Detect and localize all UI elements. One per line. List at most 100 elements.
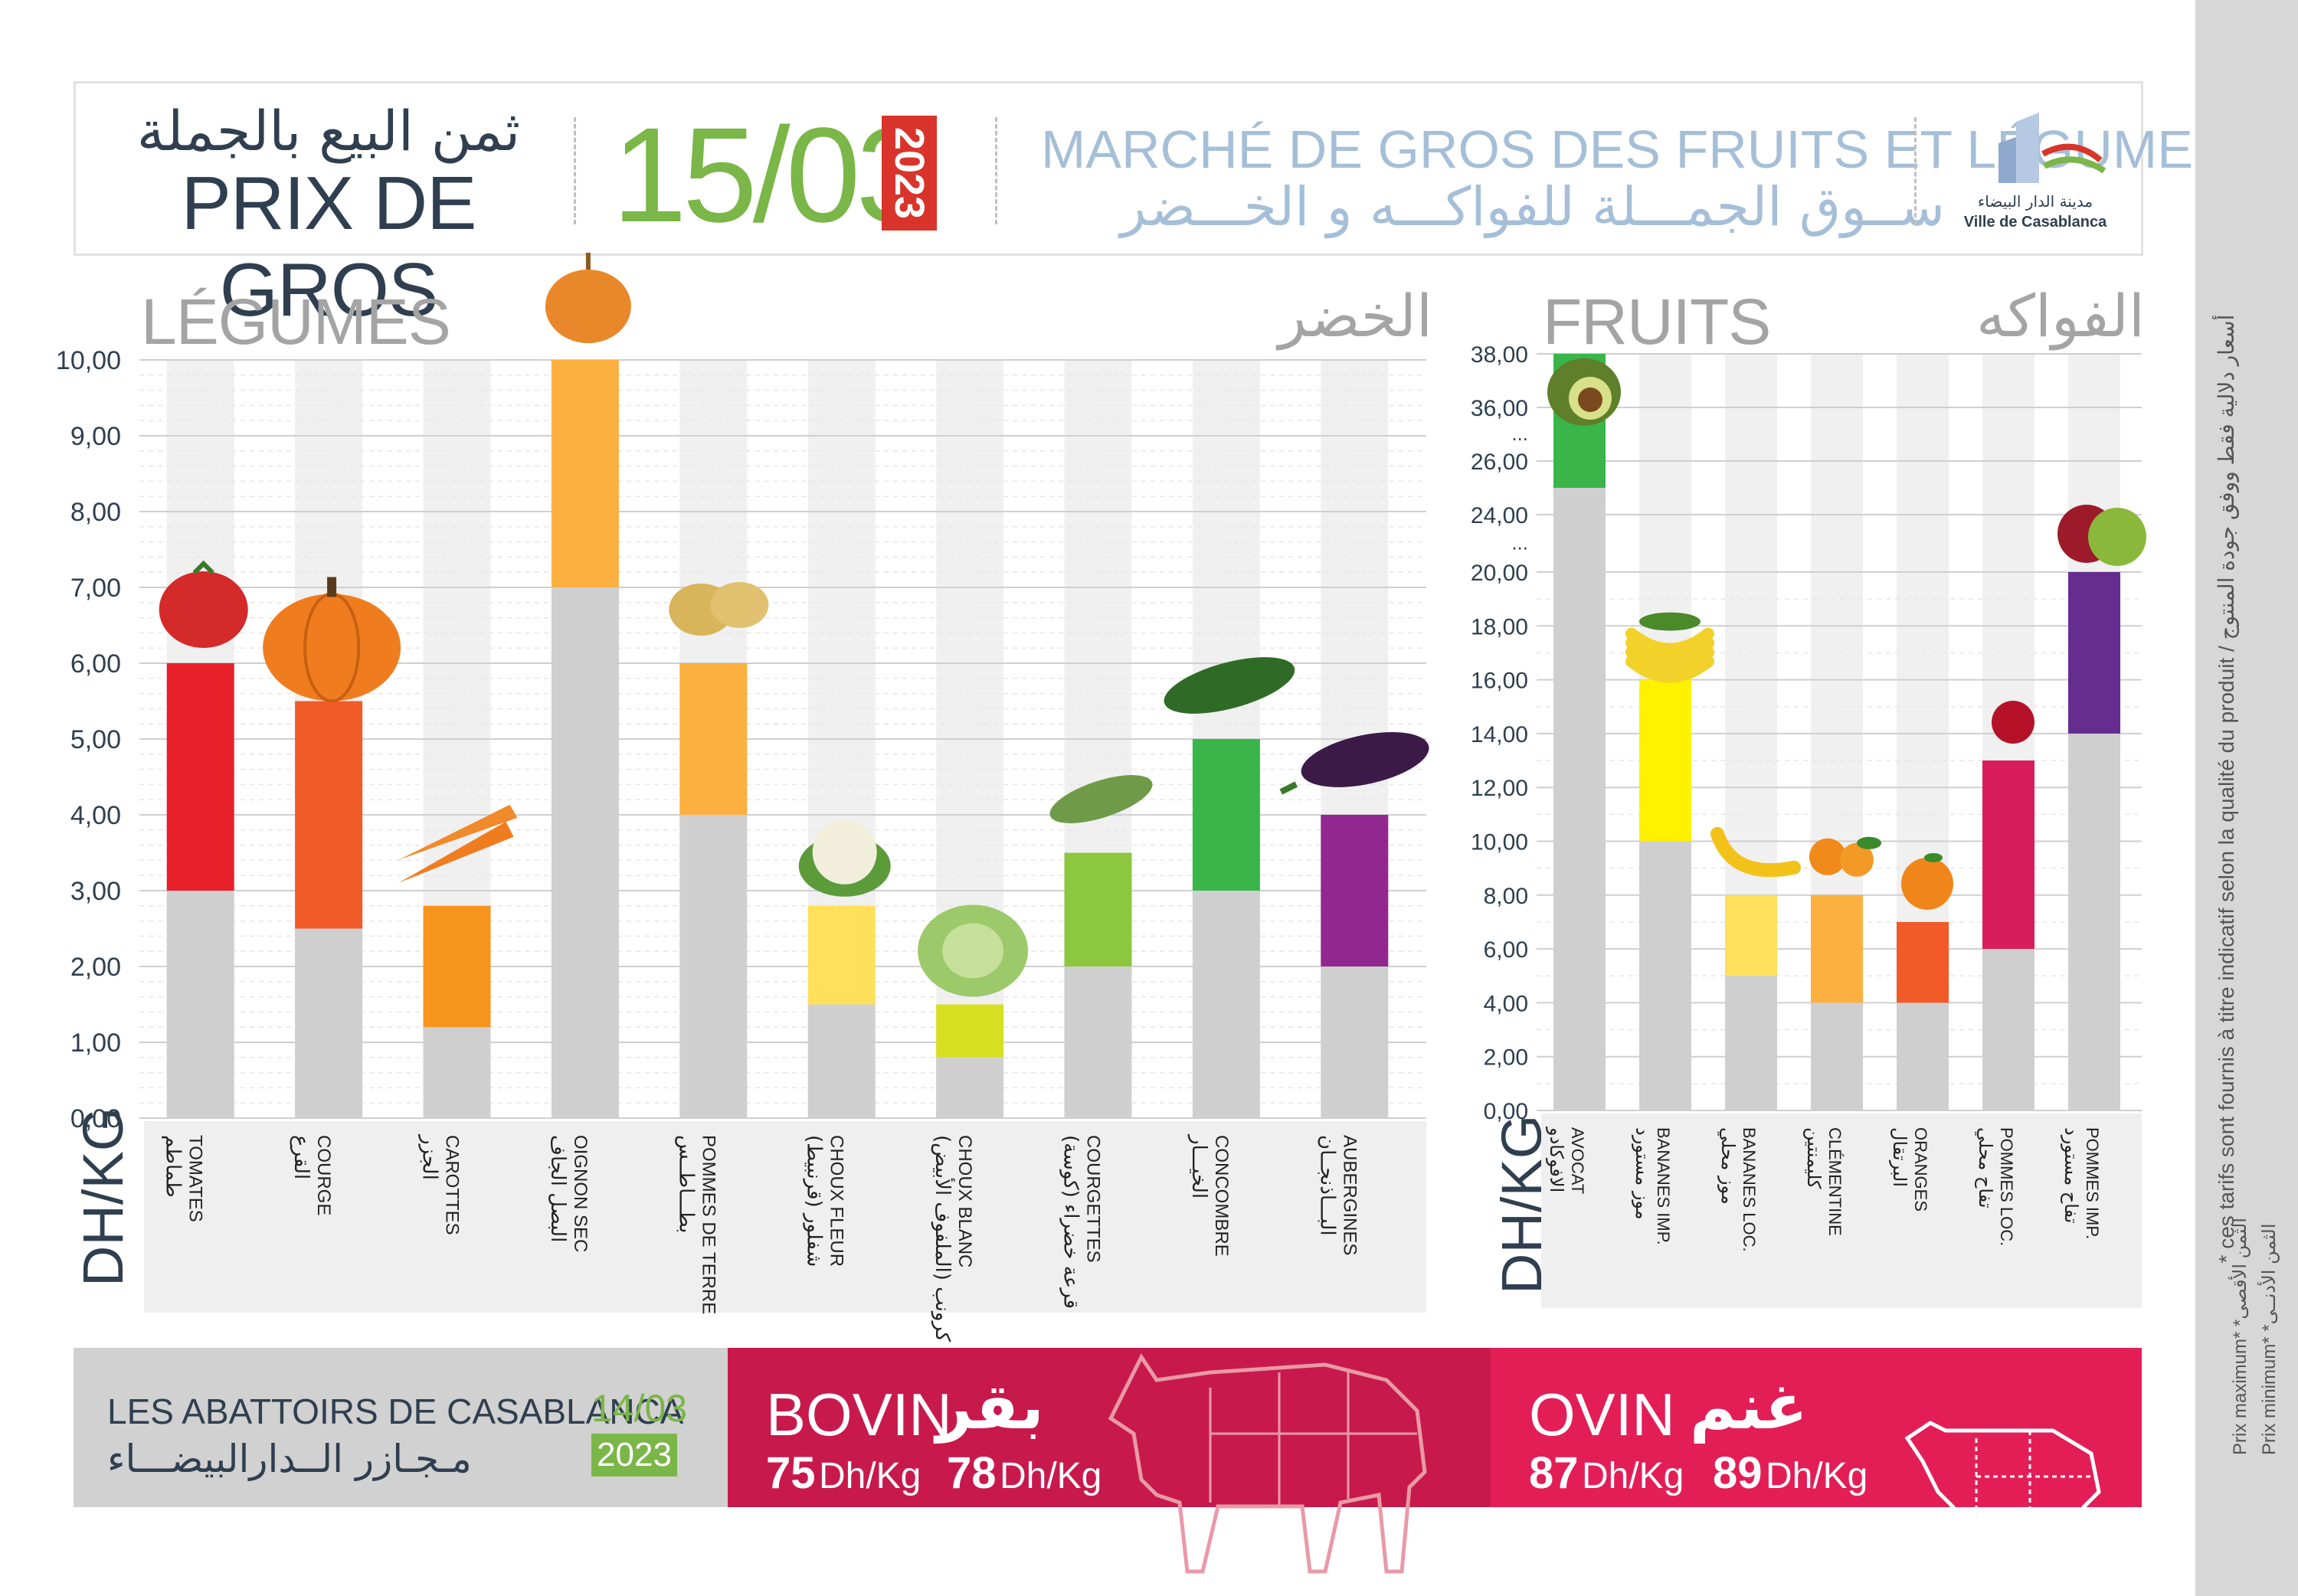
fruits-category-label: POMMES IMP. xyxy=(2083,1127,2102,1239)
avocado-icon xyxy=(1547,358,1621,426)
header-banner: ثمن البيع بالجملة PRIX DE GROS 15/03 202… xyxy=(74,81,2229,332)
apples-icon xyxy=(2057,505,2146,566)
fruits-tick-label: 20,00 xyxy=(1471,561,1528,586)
legumes-bar-range xyxy=(551,360,619,587)
fruits-tick-label: 6,00 xyxy=(1484,937,1528,963)
ovin-label-french: OVIN xyxy=(1529,1381,1675,1448)
fruits-bar-min xyxy=(1639,841,1691,1110)
fruits-category-label-ar: كليمنتين xyxy=(1803,1127,1825,1189)
fruits-tick-label: 36,00 xyxy=(1471,396,1528,421)
bovin-max-value: 78 xyxy=(947,1448,997,1498)
abattoirs-info-panel xyxy=(74,1348,728,1507)
fruits-tick-label: 26,00 xyxy=(1471,450,1528,475)
fruits-bar-min xyxy=(2068,733,2120,1110)
legumes-tick-label: 7,00 xyxy=(70,574,121,603)
price-charts: 0,00 1,00 2,00 3,00 4,00 5,00 6,00 7,00 8,00 9,00… xyxy=(56,253,2146,1343)
fruits-category-label: CLÉMENTINE xyxy=(1825,1127,1845,1236)
legumes-category-label-ar: الخيـــار xyxy=(1187,1133,1210,1199)
bovin-max-unit: Dh/Kg xyxy=(999,1456,1102,1496)
cow-icon xyxy=(1108,1353,1427,1574)
fruits-tick-label: 16,00 xyxy=(1471,669,1528,694)
side-disclaimer: * ces tarifs sont fournis à titre indica… xyxy=(2215,314,2238,1264)
bovin-min-value: 75 xyxy=(766,1448,816,1498)
axis-break-marker: ... xyxy=(1511,531,1528,554)
legumes-category-label-ar: قرعة خضراء (كوسة) xyxy=(1059,1135,1082,1309)
legumes-bar-range xyxy=(423,905,491,1028)
legumes-bar-range xyxy=(936,1004,1004,1058)
fruits-tick-label: 10,00 xyxy=(1471,830,1528,855)
abattoirs-year-badge xyxy=(591,1434,677,1477)
legumes-bar-min xyxy=(807,1004,876,1118)
fruits-title-arabic: الفواكه xyxy=(1976,282,2145,350)
legumes-category-label-ar: كرونب (الملفوف الأبيض) xyxy=(931,1135,956,1343)
fruits-tick-label: 14,00 xyxy=(1471,722,1528,747)
ovin-min-price: 87 Dh/Kg xyxy=(1529,1447,1684,1499)
fruits-category-label-ar: البرتقال xyxy=(1889,1127,1910,1187)
legumes-tick-label: 6,00 xyxy=(70,649,121,679)
fruits-category-label: POMMES LOC. xyxy=(1997,1127,2016,1246)
fruits-category-label-ar: تفاح مستورد xyxy=(2061,1127,2082,1223)
legumes-category-label-ar: البصل الجاف xyxy=(546,1135,569,1242)
fruits-tick-label: 2,00 xyxy=(1484,1045,1528,1071)
tomato-icon xyxy=(159,560,248,648)
fruits-tick-label: 38,00 xyxy=(1471,342,1528,368)
fruits-tick-label: 24,00 xyxy=(1471,503,1528,528)
legumes-bar-min xyxy=(551,587,619,1118)
ovin-max-price: 89 Dh/Kg xyxy=(1713,1447,1868,1499)
bovin-min-unit: Dh/Kg xyxy=(818,1456,921,1496)
carrot-icon xyxy=(398,804,518,883)
ovin-label-arabic: غنم xyxy=(1690,1371,1808,1444)
legumes-bar-min xyxy=(936,1057,1004,1118)
legumes-bar-range xyxy=(1064,852,1132,966)
fruits-category-label-ar: الافوكادو xyxy=(1546,1127,1567,1192)
legumes-bar-range xyxy=(679,663,748,815)
legumes-bar-min xyxy=(295,928,363,1118)
legumes-category-label: CHOUX FLEUR xyxy=(827,1135,847,1267)
fruits-tick-label: 0,00 xyxy=(1484,1099,1528,1124)
fruits-category-label: BANANES IMP. xyxy=(1654,1127,1673,1245)
legumes-tick-label: 1,00 xyxy=(70,1029,121,1058)
fruits-bar-range xyxy=(1982,760,2034,950)
legumes-tick-label: 10,00 xyxy=(56,346,121,375)
legumes-category-label-ar: بطـــاطــس xyxy=(674,1135,697,1233)
eggplant-icon xyxy=(1279,731,1429,795)
legumes-category-label-ar: الجزر xyxy=(418,1133,441,1180)
ovin-min-unit: Dh/Kg xyxy=(1581,1456,1684,1496)
legend-max-price: Prix maximum* *الثمن الأقصى xyxy=(2230,1217,2251,1455)
legumes-category-label: TOMATES xyxy=(185,1135,206,1222)
fruits-bar-range xyxy=(1725,894,1777,976)
fruits-bar-range xyxy=(2068,572,2120,734)
potato-icon xyxy=(669,582,769,636)
fruits-category-label-ar: تفاح محلي xyxy=(1975,1127,1996,1208)
legumes-category-label: AUBERGINES xyxy=(1339,1135,1360,1255)
header-year-badge xyxy=(882,116,937,231)
fruits-category-label: AVOCAT xyxy=(1568,1127,1587,1194)
legumes-category-label: OIGNON SEC xyxy=(570,1135,591,1252)
fruits-bar-min xyxy=(1725,976,1777,1110)
ovin-min-value: 87 xyxy=(1529,1448,1579,1498)
fruits-bar-min xyxy=(1811,1002,1863,1110)
legumes-category-label: COURGETTES xyxy=(1083,1135,1104,1263)
zucchini-icon xyxy=(1049,775,1153,823)
legumes-category-label: COURGE xyxy=(313,1135,334,1215)
logo-text-arabic: مدينة الدار البيضاء xyxy=(1977,192,2093,211)
bovin-min-price: 75 Dh/Kg xyxy=(766,1447,921,1499)
fruits-bar-range xyxy=(1639,679,1691,842)
side-note-strip xyxy=(2195,0,2298,1596)
legumes-bar-min xyxy=(423,1027,491,1118)
legumes-tick-label: 3,00 xyxy=(70,877,121,906)
market-name-arabic: ســوق الجمـــلة للفواكـــه و الخـــضر xyxy=(1120,175,1945,238)
bovin-label-arabic: بقر xyxy=(936,1371,1044,1444)
legumes-category-label: CHOUX BLANC xyxy=(954,1135,975,1267)
legumes-category-label: POMMES DE TERRE xyxy=(698,1135,719,1314)
legumes-bar-range xyxy=(807,905,876,1005)
legumes-tick-label: 4,00 xyxy=(70,801,121,830)
fruits-category-label: ORANGES xyxy=(1911,1127,1930,1212)
fruits-label-panel xyxy=(1541,1114,2142,1308)
cauliflower-icon xyxy=(798,819,891,897)
fruits-bar-min xyxy=(1553,488,1606,1110)
fruits-tick-label: 8,00 xyxy=(1484,884,1528,909)
legumes-tick-label: 2,00 xyxy=(70,953,121,982)
fruits-tick-label: 18,00 xyxy=(1471,614,1528,639)
bovin-label-french: BOVIN xyxy=(766,1381,952,1448)
